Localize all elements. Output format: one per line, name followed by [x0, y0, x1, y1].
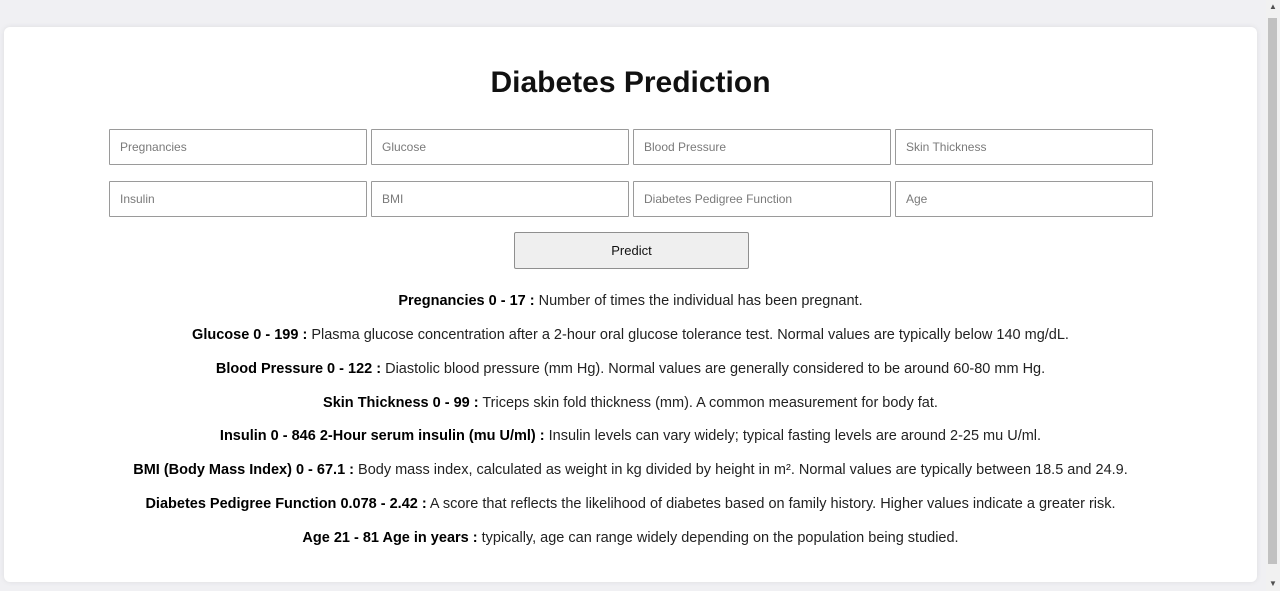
info-diabetes-pedigree: Diabetes Pedigree Function 0.078 - 2.42 …	[4, 495, 1257, 513]
bmi-input[interactable]	[371, 181, 629, 217]
insulin-input[interactable]	[109, 181, 367, 217]
info-text: Insulin levels can vary widely; typical …	[544, 428, 1042, 444]
scrollbar-thumb[interactable]	[1268, 18, 1277, 564]
predict-button[interactable]: Predict	[514, 232, 749, 269]
info-text: Diastolic blood pressure (mm Hg). Normal…	[381, 361, 1046, 377]
pregnancies-input[interactable]	[109, 129, 367, 165]
page-title: Diabetes Prediction	[490, 66, 771, 99]
info-text: Triceps skin fold thickness (mm). A comm…	[478, 395, 938, 411]
info-label: Skin Thickness 0 - 99 :	[323, 395, 479, 411]
skin-thickness-input[interactable]	[895, 129, 1153, 165]
diabetes-pedigree-input[interactable]	[633, 181, 891, 217]
info-text: Body mass index, calculated as weight in…	[354, 462, 1128, 478]
scroll-down-arrow-icon[interactable]: ▼	[1269, 579, 1277, 588]
info-blood-pressure: Blood Pressure 0 - 122 : Diastolic blood…	[4, 360, 1257, 378]
info-skin-thickness: Skin Thickness 0 - 99 : Triceps skin fol…	[4, 394, 1257, 412]
info-glucose: Glucose 0 - 199 : Plasma glucose concent…	[4, 326, 1257, 344]
info-text: Plasma glucose concentration after a 2-h…	[307, 327, 1069, 343]
info-pregnancies: Pregnancies 0 - 17 : Number of times the…	[4, 292, 1257, 310]
glucose-input[interactable]	[371, 129, 629, 165]
info-insulin: Insulin 0 - 846 2-Hour serum insulin (mu…	[4, 427, 1257, 445]
info-label: Age 21 - 81 Age in years :	[302, 530, 478, 546]
blood-pressure-input[interactable]	[633, 129, 891, 165]
info-text: A score that reflects the likelihood of …	[426, 496, 1116, 512]
info-label: Glucose 0 - 199 :	[192, 327, 308, 343]
scroll-up-arrow-icon[interactable]: ▲	[1269, 2, 1277, 11]
info-text: Number of times the individual has been …	[534, 293, 863, 309]
info-label: Pregnancies 0 - 17 :	[398, 293, 535, 309]
info-label: BMI (Body Mass Index) 0 - 67.1 :	[133, 462, 354, 478]
info-label: Diabetes Pedigree Function 0.078 - 2.42 …	[145, 496, 427, 512]
info-text: typically, age can range widely dependin…	[477, 530, 959, 546]
info-bmi: BMI (Body Mass Index) 0 - 67.1 : Body ma…	[4, 461, 1257, 479]
info-label: Insulin 0 - 846 2-Hour serum insulin (mu…	[219, 428, 545, 444]
age-input[interactable]	[895, 181, 1153, 217]
info-label: Blood Pressure 0 - 122 :	[215, 361, 382, 377]
info-age: Age 21 - 81 Age in years : typically, ag…	[4, 529, 1257, 547]
prediction-card: Diabetes Prediction Predict Pregnancies …	[4, 27, 1257, 582]
